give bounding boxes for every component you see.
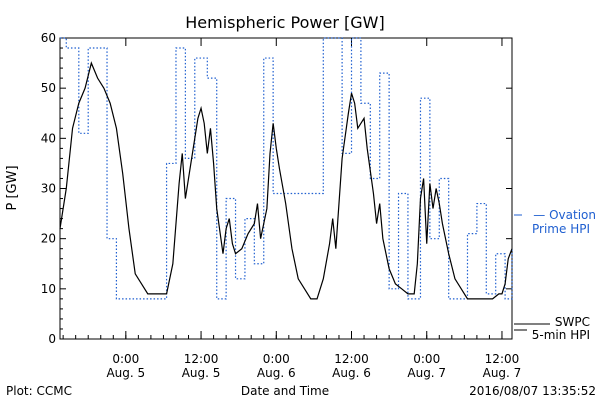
plot-area bbox=[59, 37, 513, 340]
x-axis-label: Date and Time bbox=[241, 384, 329, 398]
x-tick-date-label: Aug. 5 bbox=[182, 366, 221, 380]
x-tick-time-label: 0:00 bbox=[263, 352, 290, 366]
y-axis: 0 10 20 30 40 50 60 bbox=[41, 31, 512, 346]
series-line-swpc-5min-hpi bbox=[59, 61, 513, 300]
x-tick-date-label: Aug. 7 bbox=[407, 366, 446, 380]
chart-title: Hemispheric Power [GW] bbox=[185, 13, 384, 32]
y-tick-label: 0 bbox=[48, 332, 56, 346]
x-tick-time-label: 0:00 bbox=[112, 352, 139, 366]
y-tick-label: 20 bbox=[41, 232, 56, 246]
x-tick-date-label: Aug. 6 bbox=[257, 366, 296, 380]
y-tick-label: 60 bbox=[41, 31, 56, 45]
plot-frame bbox=[59, 37, 513, 340]
plot-timestamp: 2016/08/07 13:35:52 bbox=[469, 384, 596, 398]
x-tick-time-label: 0:00 bbox=[413, 352, 440, 366]
x-tick-date-label: Aug. 7 bbox=[483, 366, 522, 380]
x-tick-time-label: 12:00 bbox=[184, 352, 219, 366]
plot-credit: Plot: CCMC bbox=[6, 384, 72, 398]
legend-ovation-line2: Prime HPI bbox=[532, 222, 590, 236]
series-layer bbox=[59, 37, 513, 300]
legend-ovation-line1: — Ovation bbox=[533, 208, 596, 222]
y-axis-label: P [GW] bbox=[5, 165, 20, 210]
x-tick-time-label: 12:00 bbox=[485, 352, 520, 366]
y-tick-label: 40 bbox=[41, 131, 56, 145]
y-tick-label: 30 bbox=[41, 182, 56, 196]
legend-swpc-line2: 5-min HPI bbox=[532, 328, 590, 342]
y-tick-label: 50 bbox=[41, 81, 56, 95]
y-tick-label: 10 bbox=[41, 282, 56, 296]
x-tick-date-label: Aug. 5 bbox=[106, 366, 145, 380]
legend-swpc-line1: SWPC bbox=[555, 315, 590, 329]
x-tick-date-label: Aug. 6 bbox=[332, 366, 371, 380]
series-line-ovation-prime-hpi bbox=[60, 37, 513, 300]
x-tick-time-label: 12:00 bbox=[334, 352, 369, 366]
